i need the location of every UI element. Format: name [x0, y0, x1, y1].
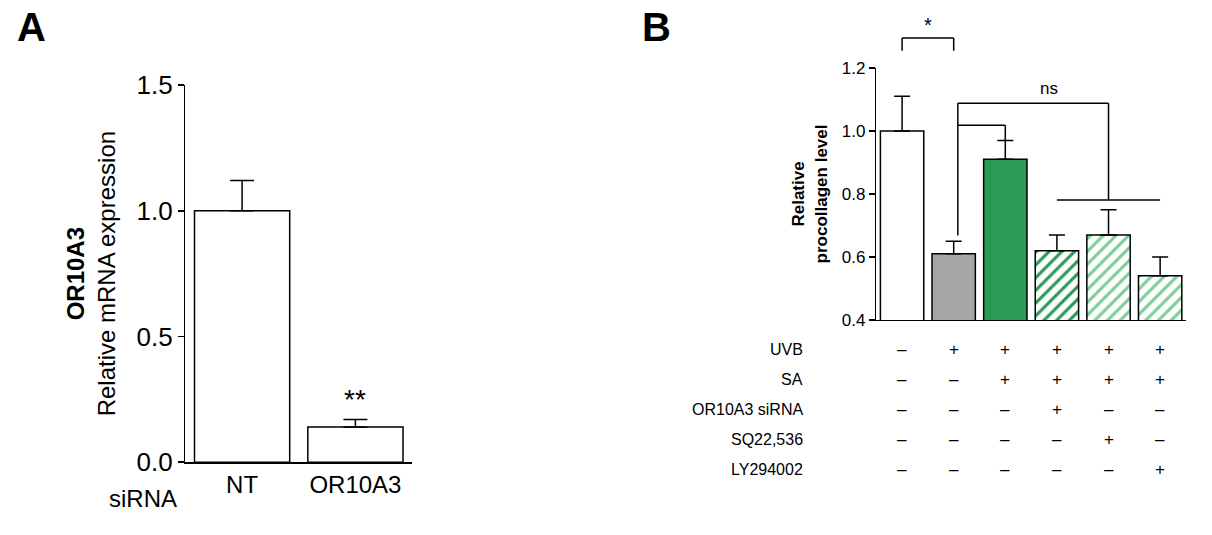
svg-text:*: *: [924, 14, 932, 36]
svg-text:–: –: [949, 370, 959, 389]
svg-text:+: +: [1104, 430, 1114, 449]
svg-text:+: +: [1000, 370, 1010, 389]
svg-text:A: A: [17, 5, 46, 49]
svg-text:UVB: UVB: [770, 341, 803, 358]
svg-text:–: –: [897, 340, 907, 359]
svg-text:OR10A3 siRNA: OR10A3 siRNA: [692, 401, 803, 418]
svg-text:–: –: [1000, 430, 1010, 449]
svg-text:–: –: [897, 460, 907, 479]
svg-text:0.5: 0.5: [137, 322, 173, 352]
svg-text:1.2: 1.2: [842, 59, 866, 78]
svg-text:–: –: [1104, 460, 1114, 479]
svg-text:1.0: 1.0: [842, 122, 866, 141]
svg-text:–: –: [897, 400, 907, 419]
svg-text:+: +: [1052, 340, 1062, 359]
svg-text:**: **: [344, 384, 366, 415]
svg-text:0.6: 0.6: [842, 248, 866, 267]
svg-text:0.4: 0.4: [842, 311, 866, 330]
svg-text:–: –: [1052, 430, 1062, 449]
svg-text:–: –: [1000, 460, 1010, 479]
svg-text:+: +: [1155, 460, 1165, 479]
svg-text:+: +: [949, 340, 959, 359]
svg-text:–: –: [1155, 400, 1165, 419]
svg-text:+: +: [1104, 340, 1114, 359]
svg-text:B: B: [642, 5, 671, 49]
svg-text:–: –: [1052, 460, 1062, 479]
svg-text:–: –: [949, 430, 959, 449]
svg-text:OR10A3: OR10A3: [309, 471, 401, 498]
svg-text:–: –: [897, 430, 907, 449]
svg-text:+: +: [1000, 340, 1010, 359]
svg-text:–: –: [1000, 400, 1010, 419]
svg-text:–: –: [897, 370, 907, 389]
svg-text:+: +: [1052, 400, 1062, 419]
svg-text:1.0: 1.0: [137, 196, 173, 226]
svg-text:+: +: [1052, 370, 1062, 389]
svg-text:0.0: 0.0: [137, 447, 173, 477]
svg-text:–: –: [949, 460, 959, 479]
svg-text:+: +: [1155, 340, 1165, 359]
svg-text:siRNA: siRNA: [109, 485, 177, 512]
svg-text:LY294002: LY294002: [731, 461, 803, 478]
svg-text:SA: SA: [781, 371, 803, 388]
svg-text:Relativeprocollagen level: Relativeprocollagen level: [789, 124, 830, 263]
svg-text:–: –: [1155, 430, 1165, 449]
svg-text:1.5: 1.5: [137, 70, 173, 100]
svg-text:–: –: [949, 400, 959, 419]
svg-text:NT: NT: [226, 471, 258, 498]
svg-text:SQ22,536: SQ22,536: [731, 431, 803, 448]
svg-text:–: –: [1104, 400, 1114, 419]
svg-text:ns: ns: [1040, 79, 1058, 98]
svg-text:+: +: [1104, 370, 1114, 389]
svg-text:OR10A3Relative mRNA expression: OR10A3Relative mRNA expression: [62, 131, 120, 416]
svg-text:0.8: 0.8: [842, 185, 866, 204]
svg-text:+: +: [1155, 370, 1165, 389]
